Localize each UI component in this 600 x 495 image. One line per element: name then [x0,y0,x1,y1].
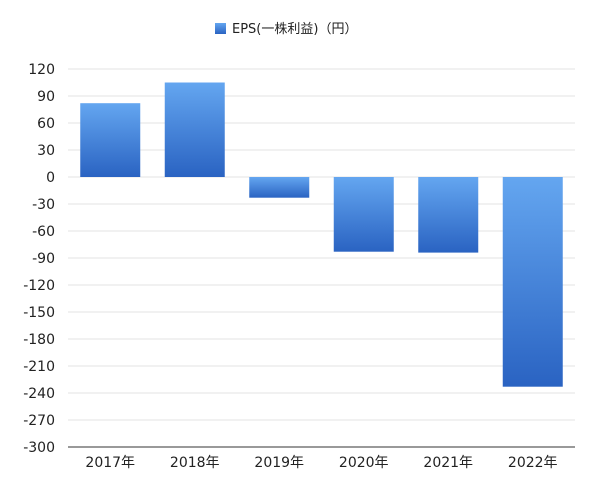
bar-2020年 [333,177,394,252]
gridlines [68,68,575,448]
y-tick-label: 0 [46,170,55,186]
legend: EPS(一株利益)（円） [215,22,357,37]
legend-label: EPS(一株利益)（円） [232,22,357,37]
y-tick-label: -240 [23,386,55,402]
y-tick-label: -30 [32,197,55,213]
y-tick-label: -90 [32,251,55,267]
x-tick-label: 2018年 [170,455,220,471]
y-tick-label: -210 [23,359,55,375]
x-tick-label: 2017年 [85,455,135,471]
bar-2018年 [164,82,225,177]
y-tick-label: -150 [23,305,55,321]
y-tick-label: -270 [23,413,55,429]
y-tick-label: 120 [28,62,55,78]
x-tick-label: 2019年 [254,455,304,471]
bar-2021年 [418,177,479,253]
y-tick-label: -60 [32,224,55,240]
bars [80,82,563,387]
x-axis-tick-labels: 2017年 2018年 2019年 2020年 2021年 2022年 [85,455,557,471]
bar-2022年 [502,177,563,387]
x-tick-label: 2020年 [339,455,389,471]
x-tick-label: 2022年 [508,455,558,471]
y-tick-label: 60 [37,116,55,132]
y-tick-label: -300 [23,440,55,456]
x-tick-label: 2021年 [423,455,473,471]
y-tick-label: 90 [37,89,55,105]
legend-swatch [215,23,226,34]
bar-2017年 [80,103,141,177]
y-tick-label: 30 [37,143,55,159]
y-tick-label: -180 [23,332,55,348]
bar-2019年 [249,177,310,198]
y-tick-label: -120 [23,278,55,294]
y-axis-tick-labels: 120 90 60 30 0 -30 -60 -90 -120 -150 -180 -210 -240 -… [23,62,55,456]
